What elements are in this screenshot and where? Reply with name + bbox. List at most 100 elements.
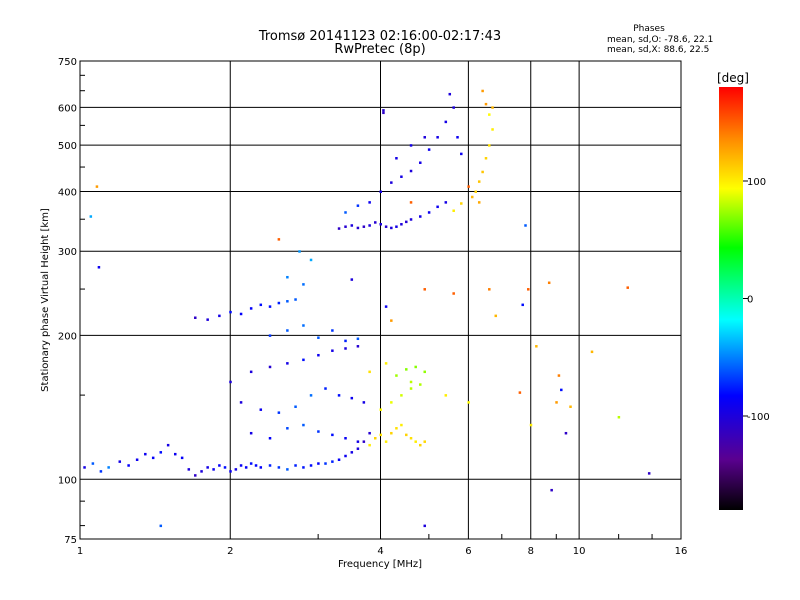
data-point (390, 181, 393, 184)
data-point (405, 368, 408, 371)
x-tick-label: 6 (465, 546, 471, 557)
data-point (460, 202, 463, 205)
data-point (159, 451, 163, 454)
data-point (382, 111, 385, 115)
data-point (344, 454, 347, 458)
data-point (294, 298, 297, 301)
data-point (590, 350, 594, 354)
data-point (481, 89, 484, 93)
data-point (617, 415, 621, 419)
data-point (331, 460, 334, 463)
data-point (400, 223, 403, 226)
data-point (488, 288, 491, 291)
data-point (414, 365, 417, 369)
data-point (384, 440, 388, 443)
data-point (362, 225, 366, 228)
data-point (395, 157, 398, 160)
data-point (259, 303, 263, 307)
data-point (521, 303, 524, 307)
data-point (400, 175, 403, 178)
data-point (95, 185, 99, 188)
data-point (286, 468, 289, 471)
data-point (254, 464, 258, 467)
data-point (286, 362, 289, 365)
data-point (400, 394, 403, 397)
data-point (444, 394, 448, 397)
y-tick-label: 300 (58, 247, 77, 258)
data-point (379, 408, 382, 411)
y-axis-label: Stationary phase Virtual Height [km] (40, 208, 51, 392)
data-point (344, 436, 347, 440)
data-point (494, 314, 498, 318)
data-point (477, 180, 481, 183)
data-point (362, 401, 366, 404)
data-point (229, 470, 232, 473)
data-point (368, 224, 371, 227)
data-point (239, 464, 243, 467)
data-point (419, 161, 422, 164)
data-point (481, 170, 484, 174)
data-point (409, 380, 413, 384)
data-point (390, 401, 393, 404)
data-point (135, 458, 139, 461)
data-point (302, 466, 305, 469)
data-point (356, 204, 360, 207)
y-tick-label: 600 (58, 103, 77, 114)
data-point (427, 211, 431, 214)
data-point (309, 258, 313, 262)
data-points (83, 89, 651, 528)
data-point (302, 423, 305, 427)
data-point (356, 345, 360, 348)
data-point (555, 401, 558, 404)
data-point (159, 524, 163, 528)
data-point (400, 423, 403, 427)
data-point (229, 380, 232, 384)
data-point (337, 458, 341, 461)
y-tick-label: 500 (58, 141, 77, 152)
data-point (488, 113, 491, 116)
grid-lines (80, 61, 681, 539)
data-point (460, 152, 463, 156)
data-point (390, 226, 393, 230)
data-point (309, 394, 313, 397)
data-point (89, 215, 93, 218)
data-point (309, 464, 313, 467)
data-point (286, 300, 289, 303)
x-tick-label: 8 (528, 546, 534, 557)
data-point (277, 301, 281, 305)
data-point (173, 452, 177, 456)
data-point (414, 440, 417, 443)
data-point (294, 405, 297, 408)
y-tick-label: 200 (58, 331, 77, 342)
data-point (436, 136, 439, 139)
data-point (350, 396, 354, 400)
data-point (356, 440, 360, 443)
colorbar-tick-label: -100 (747, 412, 770, 423)
data-point (427, 148, 431, 151)
data-point (317, 336, 320, 339)
data-point (456, 136, 459, 139)
data-point (344, 339, 347, 343)
data-point (547, 281, 551, 285)
data-point (317, 462, 320, 465)
data-point (560, 388, 563, 392)
data-point (180, 456, 184, 460)
data-point (452, 209, 455, 213)
data-point (382, 109, 385, 112)
data-point (535, 345, 538, 348)
colorbar-label: [deg] (717, 71, 749, 85)
data-point (324, 387, 327, 390)
data-point (83, 466, 86, 469)
data-point (484, 157, 488, 160)
data-point (524, 224, 527, 227)
data-point (144, 452, 147, 456)
data-point (409, 144, 413, 147)
data-point (286, 329, 289, 332)
data-point (419, 383, 422, 386)
data-point (286, 427, 289, 430)
data-point (356, 337, 360, 341)
data-point (302, 324, 305, 327)
y-tick-label: 75 (64, 535, 77, 546)
data-point (277, 466, 281, 469)
